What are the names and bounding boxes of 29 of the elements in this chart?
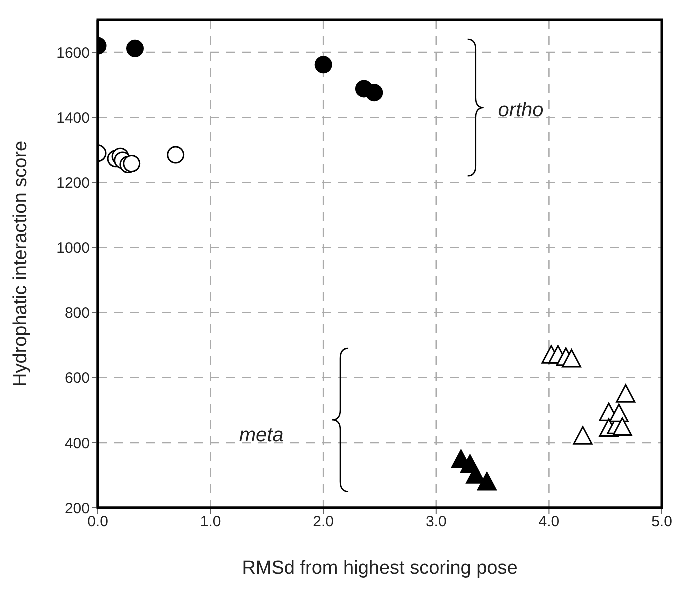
point <box>167 146 185 164</box>
y-tick-label: 1200 <box>56 174 90 192</box>
y-tick-label: 600 <box>64 370 90 388</box>
x-tick-label: 3.0 <box>426 514 447 531</box>
y-tick-label: 1000 <box>56 240 90 258</box>
point <box>612 418 632 436</box>
x-tick-label: 2.0 <box>313 514 334 531</box>
point <box>366 84 384 102</box>
x-axis-title: RMSd from highest scoring pose <box>242 558 518 579</box>
point <box>477 472 497 491</box>
point <box>562 349 582 368</box>
y-tick-label: 400 <box>64 435 90 452</box>
y-tick-label: 200 <box>64 500 90 518</box>
point <box>126 40 144 58</box>
x-tick-label: 5.0 <box>652 514 672 531</box>
y-tick-label: 1600 <box>56 44 90 62</box>
point <box>609 404 629 422</box>
x-tick-label: 1.0 <box>200 514 222 531</box>
annotation: ortho <box>498 99 544 122</box>
x-tick-label: 0.0 <box>88 514 108 531</box>
y-tick-label: 1400 <box>56 110 90 127</box>
y-axis-title: Hydrophatic interaction score <box>10 140 32 388</box>
point <box>314 56 332 74</box>
point <box>123 155 141 173</box>
annotation: meta <box>239 424 284 447</box>
x-tick-label: 4.0 <box>538 514 560 531</box>
point <box>616 384 636 403</box>
y-tick-label: 800 <box>64 305 90 322</box>
point <box>573 426 593 445</box>
